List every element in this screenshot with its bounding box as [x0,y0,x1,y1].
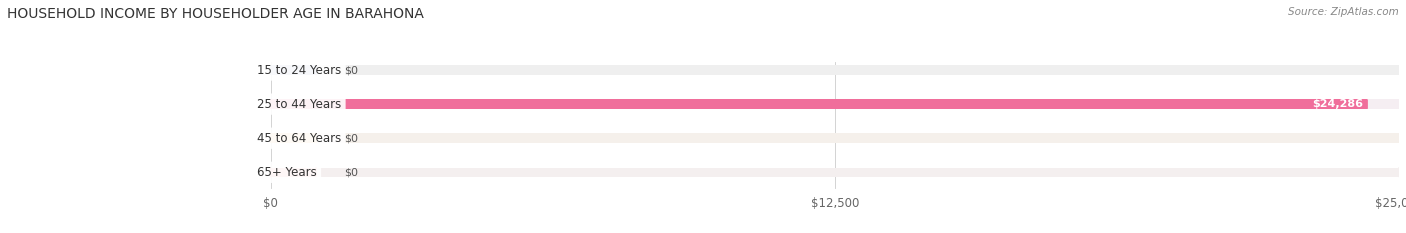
Text: $0: $0 [344,167,359,177]
Bar [271,65,1399,75]
Bar [271,168,1399,177]
Text: Source: ZipAtlas.com: Source: ZipAtlas.com [1288,7,1399,17]
Text: 45 to 64 Years: 45 to 64 Years [257,132,342,145]
Bar [271,65,316,75]
Text: 25 to 44 Years: 25 to 44 Years [257,98,342,111]
Bar [271,168,316,177]
Text: $0: $0 [344,65,359,75]
Text: $24,286: $24,286 [1312,99,1364,109]
Text: $0: $0 [344,133,359,143]
Text: 15 to 24 Years: 15 to 24 Years [257,64,342,76]
Bar [271,134,1399,143]
Bar [271,99,1399,109]
Text: 65+ Years: 65+ Years [257,166,316,179]
Text: HOUSEHOLD INCOME BY HOUSEHOLDER AGE IN BARAHONA: HOUSEHOLD INCOME BY HOUSEHOLDER AGE IN B… [7,7,423,21]
Bar [271,134,316,143]
Bar [271,99,1367,109]
